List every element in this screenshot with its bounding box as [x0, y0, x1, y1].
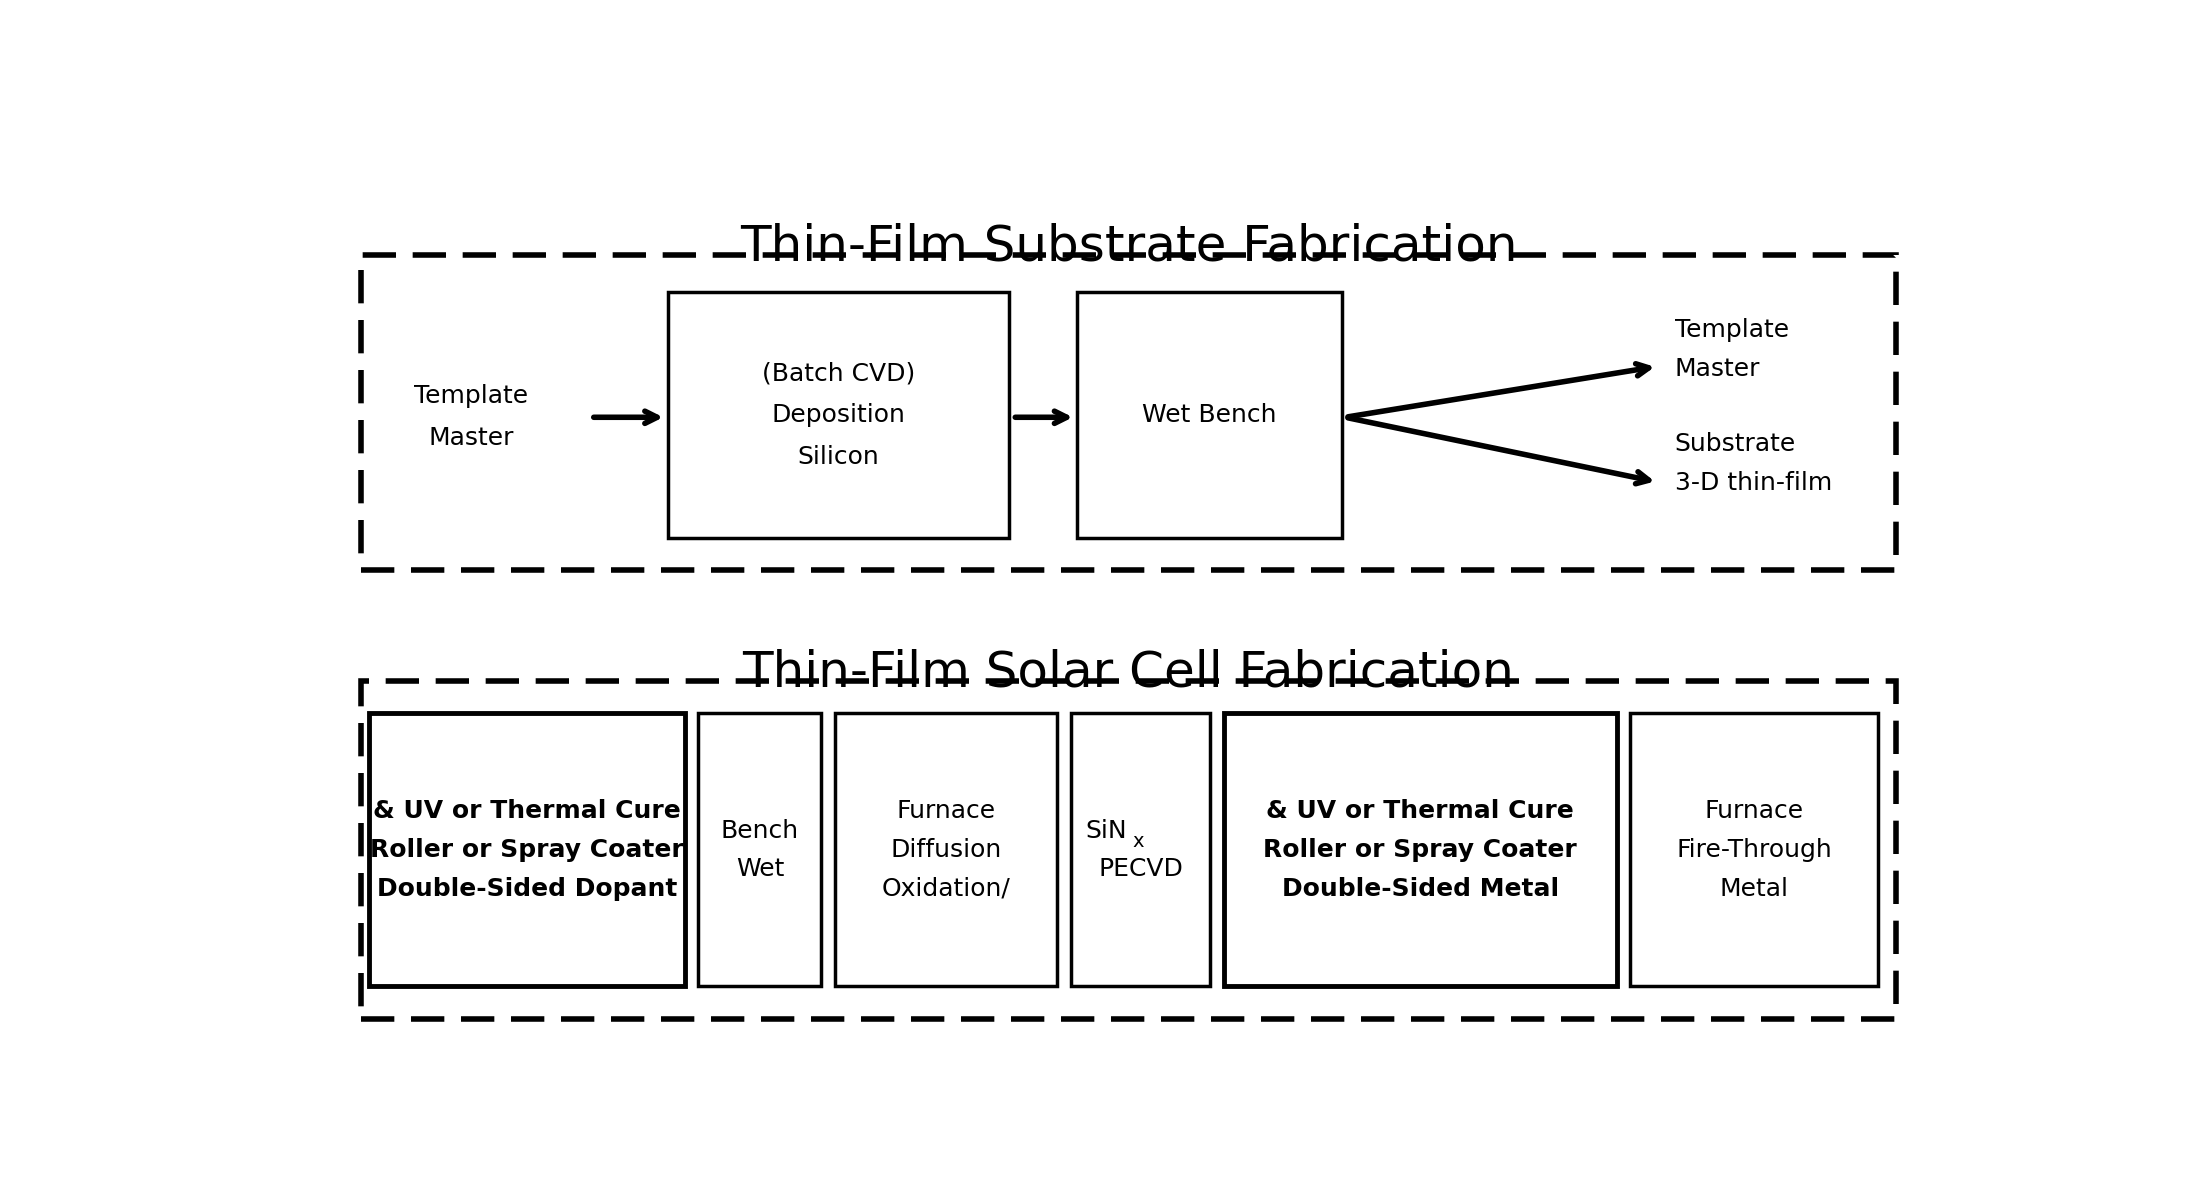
Bar [1629, 714, 1878, 987]
Text: Silicon: Silicon [797, 445, 879, 469]
Bar [667, 292, 1009, 537]
Bar [361, 255, 1896, 570]
Bar [370, 714, 685, 987]
Text: Master: Master [429, 426, 515, 450]
Text: Substrate: Substrate [1674, 432, 1797, 456]
Text: 3-D thin-film: 3-D thin-film [1674, 471, 1832, 495]
Bar [835, 714, 1057, 987]
Text: Double-Sided Metal: Double-Sided Metal [1282, 876, 1559, 900]
Text: x: x [1132, 832, 1143, 851]
Text: Template: Template [1674, 319, 1788, 343]
Bar [361, 682, 1896, 1019]
Text: SiN: SiN [1086, 819, 1127, 843]
Text: Wet: Wet [735, 857, 784, 881]
Text: Furnace: Furnace [1704, 799, 1803, 823]
Text: Fire-Through: Fire-Through [1676, 838, 1832, 862]
Text: Roller or Spray Coater: Roller or Spray Coater [1264, 838, 1577, 862]
Text: PECVD: PECVD [1099, 857, 1182, 881]
Text: Double-Sided Dopant: Double-Sided Dopant [377, 876, 678, 900]
Text: Roller or Spray Coater: Roller or Spray Coater [370, 838, 685, 862]
Bar [1077, 292, 1341, 537]
Text: Diffusion: Diffusion [890, 838, 1002, 862]
Text: Template: Template [414, 385, 528, 409]
Text: Furnace: Furnace [896, 799, 995, 823]
Text: Wet Bench: Wet Bench [1143, 403, 1277, 427]
Text: & UV or Thermal Cure: & UV or Thermal Cure [1266, 799, 1574, 823]
Text: Bench: Bench [720, 819, 799, 843]
Bar [698, 714, 821, 987]
Bar [1070, 714, 1211, 987]
Text: & UV or Thermal Cure: & UV or Thermal Cure [372, 799, 680, 823]
Text: Thin-Film Solar Cell Fabrication: Thin-Film Solar Cell Fabrication [742, 649, 1515, 697]
Bar [1224, 714, 1616, 987]
Text: Thin-Film Substrate Fabrication: Thin-Film Substrate Fabrication [740, 222, 1517, 270]
Text: Master: Master [1674, 357, 1759, 381]
Text: Metal: Metal [1720, 876, 1788, 900]
Text: Deposition: Deposition [771, 403, 905, 427]
Text: (Batch CVD): (Batch CVD) [762, 362, 916, 386]
Text: Oxidation/: Oxidation/ [881, 876, 1011, 900]
